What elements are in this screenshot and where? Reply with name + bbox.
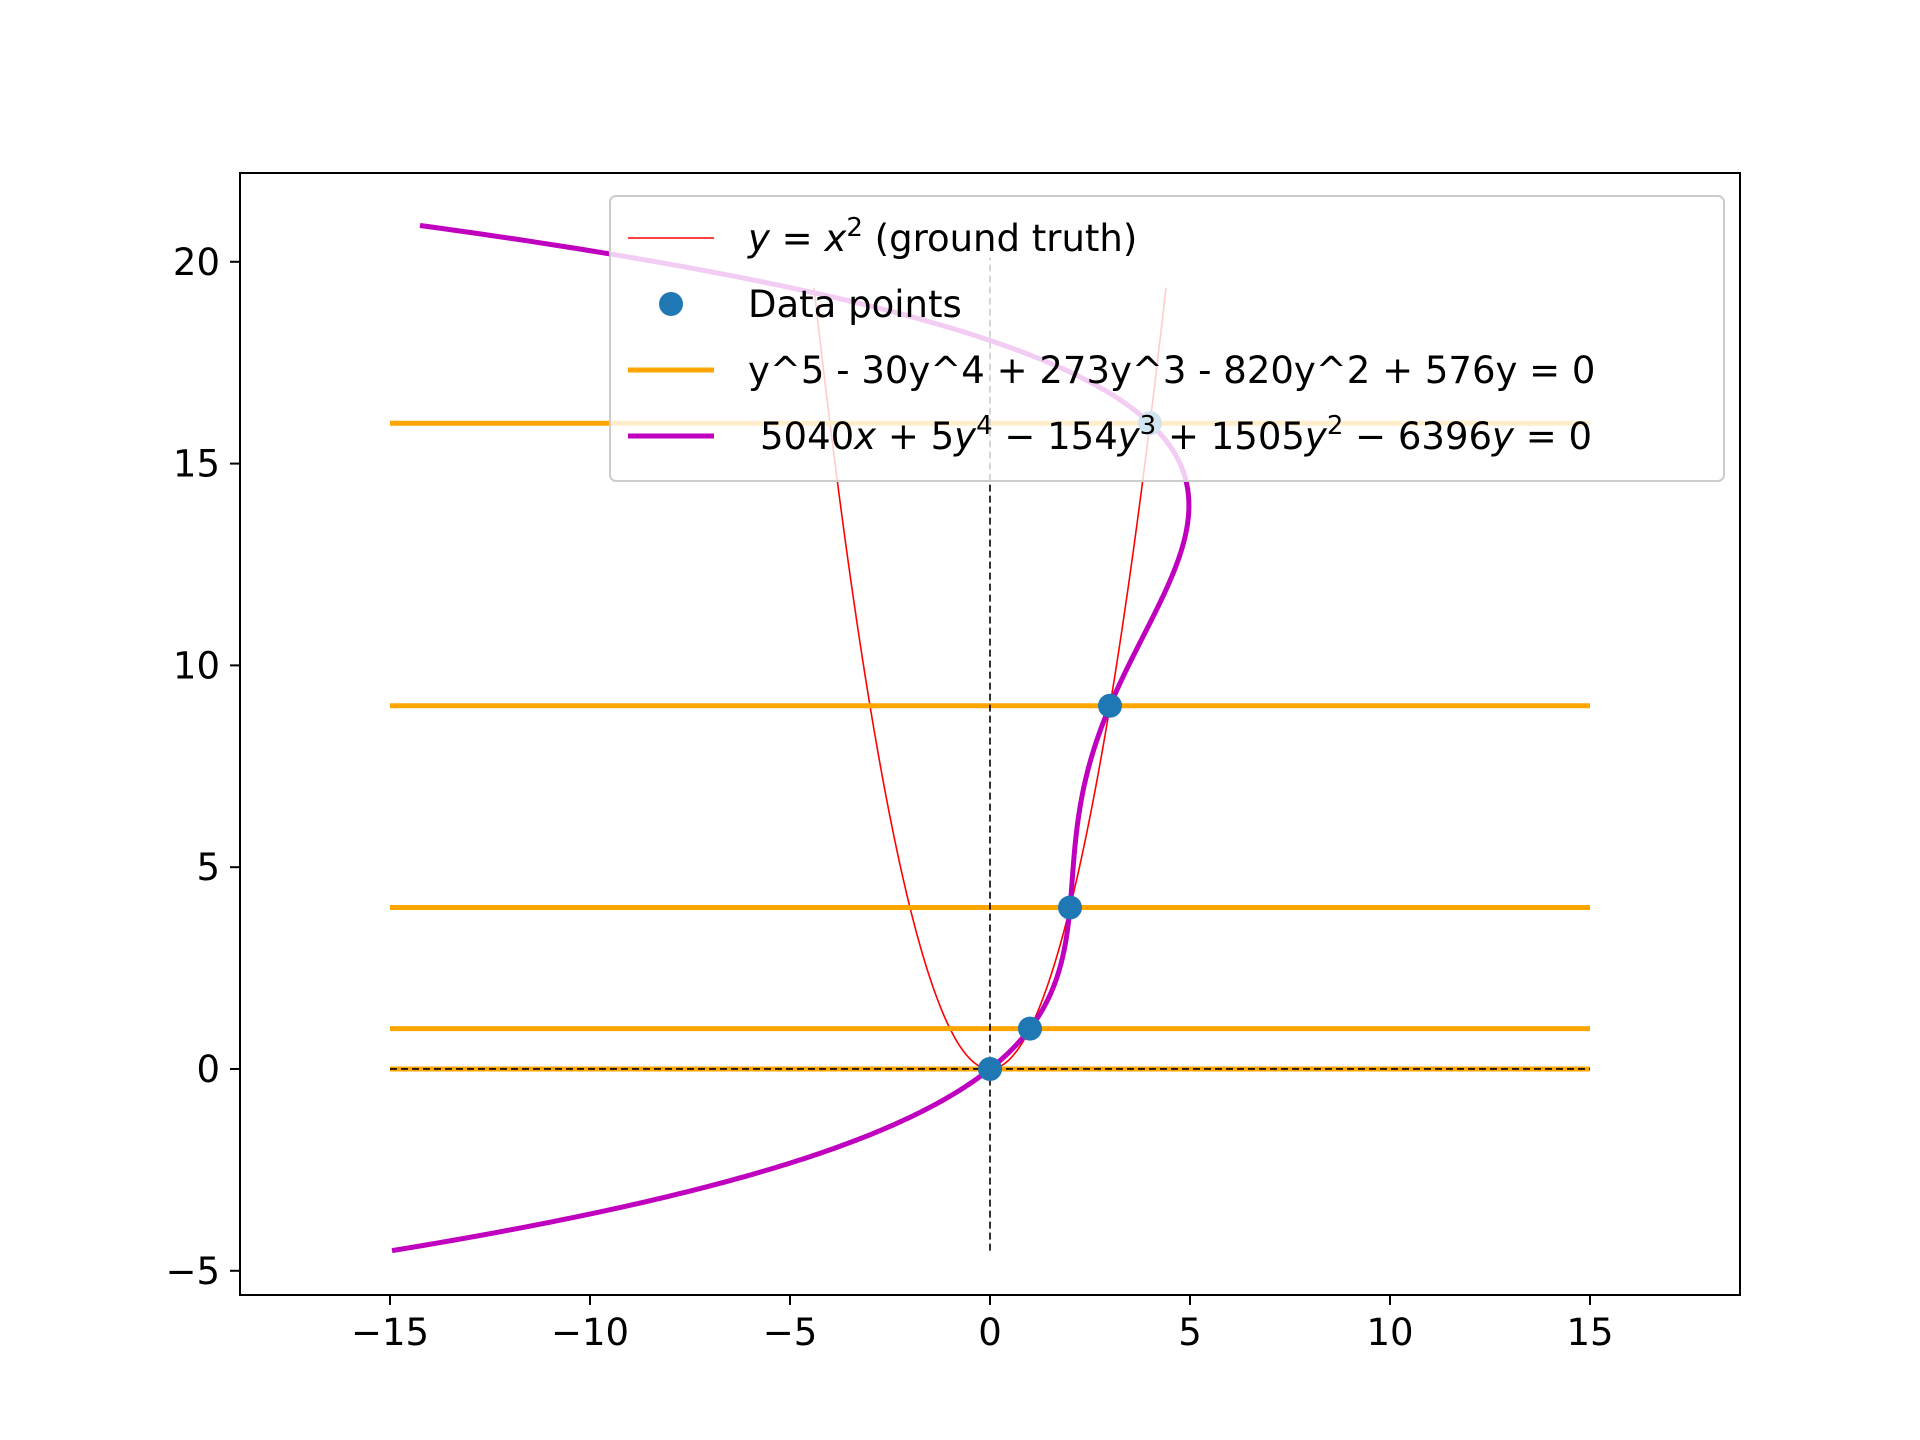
data-point — [1058, 895, 1082, 920]
y-tick-label: 15 — [173, 443, 220, 486]
y-tick-label: 5 — [196, 846, 220, 889]
y-axis: −5 0 5 10 15 20 — [165, 241, 240, 1293]
x-tick-label: 10 — [1366, 1311, 1413, 1354]
y-tick-label: 20 — [173, 241, 220, 284]
x-tick-label: −5 — [763, 1311, 818, 1354]
x-tick-label: 5 — [1178, 1311, 1202, 1354]
x-tick-label: 15 — [1566, 1311, 1613, 1354]
y-tick-label: −5 — [165, 1250, 220, 1293]
legend-label-data_points: Data points — [748, 283, 962, 326]
x-axis: −15 −10 −5 0 5 10 15 — [351, 1295, 1614, 1354]
legend-label-ground_truth: y = x2 (ground truth) — [747, 213, 1137, 260]
legend: y = x2 (ground truth) Data points y^5 - 30… — [609, 195, 1725, 482]
y-tick-label: 0 — [196, 1048, 220, 1091]
legend-label-fit: 5040x + 5y4 − 154y3 + 1505y2 − 6396y = 0 — [760, 411, 1592, 458]
x-tick-label: −10 — [551, 1311, 629, 1354]
data-point — [1018, 1016, 1042, 1041]
data-point — [978, 1056, 1002, 1081]
x-tick-label: 0 — [978, 1311, 1002, 1354]
legend-handle-data-points — [659, 292, 683, 316]
legend-box — [609, 195, 1725, 482]
y-tick-label: 10 — [173, 644, 220, 687]
legend-label-roots: y^5 - 30y^4 + 273y^3 - 820y^2 + 576y = 0 — [748, 349, 1595, 392]
data-point — [1098, 693, 1122, 718]
x-tick-label: −15 — [351, 1311, 429, 1354]
